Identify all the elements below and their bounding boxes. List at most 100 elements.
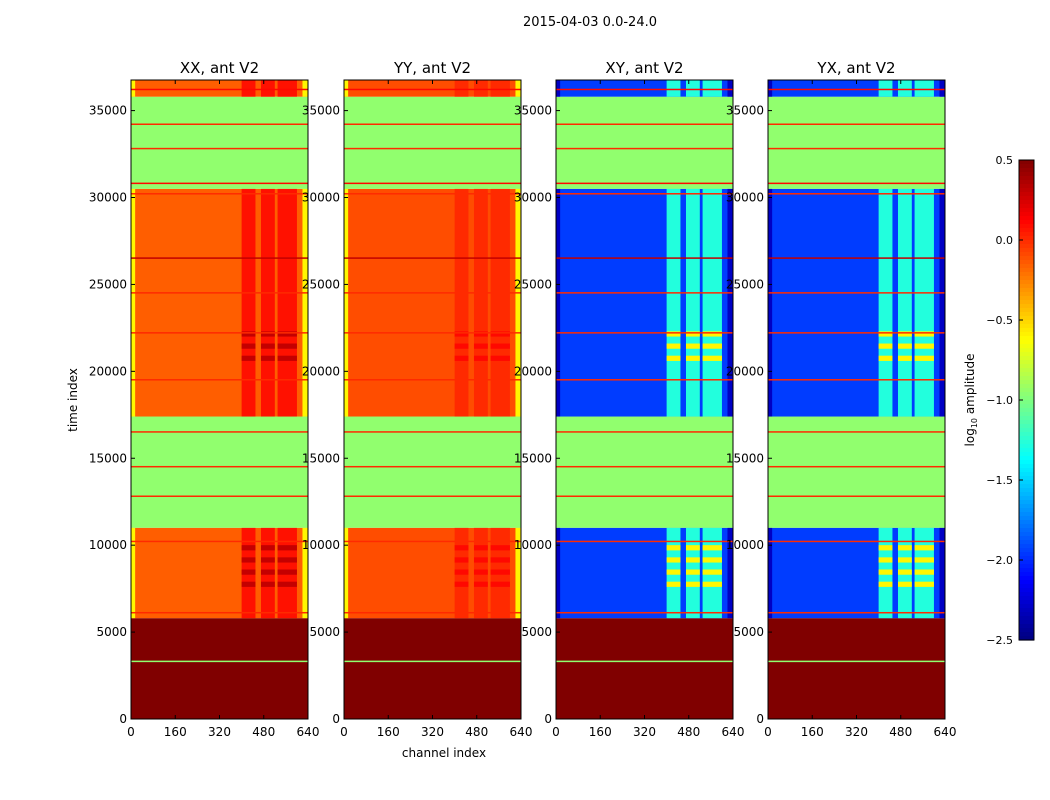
colorbar-segment [1019,344,1034,349]
colorbar-segment [1019,560,1034,565]
heatmap-cell [260,80,275,97]
heatmap-cell [260,188,275,417]
heatmap-cell [878,569,893,575]
heatmap-cell [897,557,912,563]
heatmap-cell [241,80,256,97]
heatmap-cell [914,557,934,563]
heatmap-line [768,495,945,497]
heatmap-line [556,379,733,381]
heatmap-line [131,540,308,543]
heatmap-line [768,431,945,433]
heatmap-cell [473,581,488,587]
x-tick-label: 320 [208,725,231,739]
heatmap-cell [454,343,469,349]
colorbar-segment [1019,456,1034,461]
colorbar-tick-label: −0.5 [986,314,1013,327]
heatmap-line [344,660,521,663]
y-axis-label: time index [66,368,80,432]
colorbar-segment [1019,508,1034,513]
x-tick-label: 480 [465,725,488,739]
heatmap-cell [131,618,308,719]
heatmap-line [556,257,733,259]
y-tick-label: 15000 [514,451,552,465]
colorbar-segment [1019,384,1034,389]
heatmap-cell [260,545,275,551]
heatmap-cell [241,355,256,361]
heatmap-cell [473,557,488,563]
colorbar-segment [1019,612,1034,617]
heatmap-cell [685,569,700,575]
heatmap-line [344,257,521,259]
x-tick-label: 320 [845,725,868,739]
colorbar-segment [1019,340,1034,345]
heatmap-cell [878,331,893,337]
colorbar-segment [1019,200,1034,205]
colorbar-segment [1019,600,1034,605]
colorbar-tick-label: −2.0 [986,554,1013,567]
heatmap-cell [473,343,488,349]
colorbar-segment [1019,636,1034,641]
colorbar-segment [1019,592,1034,597]
colorbar-segment [1019,436,1034,441]
heatmap-cell [260,355,275,361]
colorbar-segment [1019,556,1034,561]
x-tick-label: 640 [297,725,320,739]
heatmap-line [131,465,308,468]
heatmap-cell [939,188,945,417]
y-tick-label: 20000 [302,364,340,378]
heatmap-line [768,123,945,126]
colorbar-segment [1019,224,1034,229]
colorbar-segment [1019,464,1034,469]
x-tick-label: 640 [934,725,957,739]
y-tick-label: 20000 [726,364,764,378]
colorbar-segment [1019,368,1034,373]
colorbar-segment [1019,536,1034,541]
heatmap-cell [260,331,275,337]
heatmap-line [344,292,521,294]
heatmap-cell [685,343,700,349]
colorbar-segment [1019,504,1034,509]
colorbar-segment [1019,452,1034,457]
heatmap-line [344,182,521,185]
heatmap-cell [302,188,308,417]
heatmap-line [131,123,308,126]
colorbar-segment [1019,300,1034,305]
heatmap-line [131,88,308,91]
colorbar-segment [1019,540,1034,545]
heatmap-cell [277,545,297,551]
y-tick-label: 30000 [302,191,340,205]
y-tick-label: 0 [756,712,764,726]
heatmap-cell [454,581,469,587]
colorbar-segment [1019,520,1034,525]
heatmap-cell [768,527,773,619]
heatmap-cell [490,80,510,97]
heatmap-cell [260,557,275,563]
heatmap-cell [897,80,912,97]
heatmap-cell [277,188,297,417]
y-tick-label: 25000 [302,277,340,291]
heatmap-cell [241,569,256,575]
colorbar-segment [1019,632,1034,637]
heatmap-cell [344,527,349,619]
x-tick-label: 480 [677,725,700,739]
y-tick-label: 20000 [89,364,127,378]
y-tick-label: 0 [544,712,552,726]
colorbar-segment [1019,164,1034,169]
heatmap-line [344,465,521,468]
heatmap-cell [914,581,934,587]
colorbar-tick-label: 0.5 [996,154,1014,167]
heatmap-cell [685,545,700,551]
figure-title: 2015-04-03 0.0-24.0 [523,15,657,30]
heatmap-cell [473,355,488,361]
x-tick-label: 320 [421,725,444,739]
heatmap-line [768,540,945,543]
colorbar-segment [1019,448,1034,453]
heatmap-cell [666,331,681,337]
colorbar-tick-label: −1.0 [986,394,1013,407]
heatmap-line [556,193,733,195]
heatmap-cell [914,355,934,361]
heatmap-cell [473,331,488,337]
heatmap-line [131,257,308,259]
